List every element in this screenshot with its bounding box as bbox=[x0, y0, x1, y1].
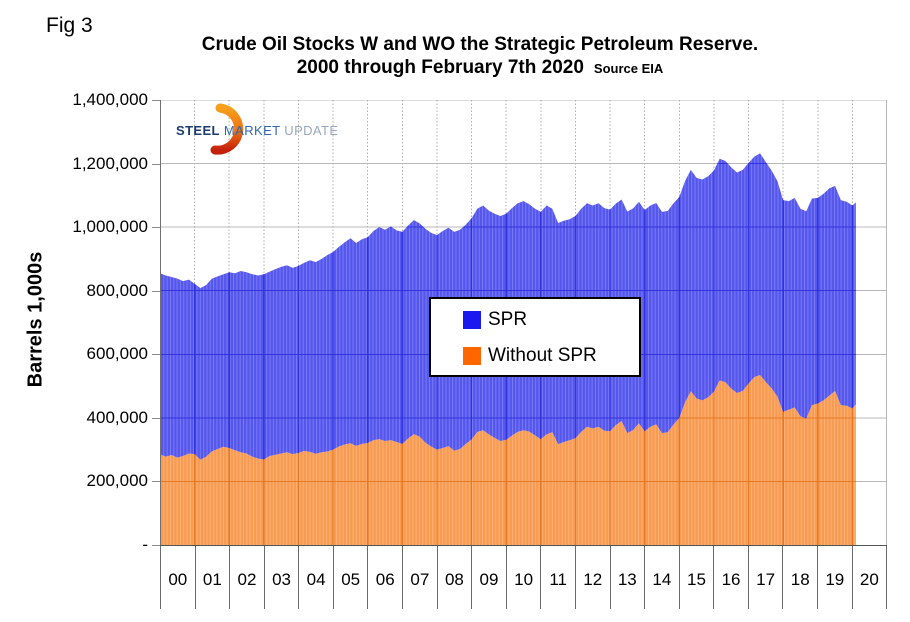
x-tick-label: 17 bbox=[747, 546, 783, 609]
x-tick-label: 06 bbox=[367, 546, 402, 609]
y-tick-label: 400,000 bbox=[86, 408, 148, 427]
legend-item-without-spr: Without SPR bbox=[463, 345, 597, 366]
x-tick-label: 18 bbox=[782, 546, 817, 609]
legend-label-spr: SPR bbox=[488, 309, 528, 330]
y-tick-label: 800,000 bbox=[86, 281, 148, 300]
y-tick-mark bbox=[152, 481, 160, 482]
figure-number: Fig 3 bbox=[46, 14, 93, 37]
chart-title-line2: 2000 through February 7th 2020 Source EIA bbox=[105, 56, 855, 80]
y-tick-label: 1,000,000 bbox=[72, 217, 148, 236]
y-tick-mark bbox=[152, 100, 160, 101]
legend-item-spr: SPR bbox=[463, 309, 528, 330]
legend-label-without-spr: Without SPR bbox=[488, 345, 597, 366]
logo-word-market: MARKET bbox=[223, 123, 281, 138]
y-axis-title: Barrels 1,000s bbox=[24, 251, 47, 388]
x-tick-label: 01 bbox=[194, 546, 230, 609]
x-tick-label: 11 bbox=[540, 546, 575, 609]
x-tick-label: 14 bbox=[644, 546, 679, 609]
y-tick-label: 600,000 bbox=[86, 344, 148, 363]
x-tick-label: 04 bbox=[298, 546, 333, 609]
x-tick-label: 02 bbox=[229, 546, 264, 609]
chart-subtitle: 2000 through February 7th 2020 bbox=[296, 57, 584, 78]
y-tick-mark bbox=[152, 227, 160, 228]
x-tick-label: 10 bbox=[505, 546, 541, 609]
x-tick-label: 08 bbox=[436, 546, 472, 609]
y-tick-mark bbox=[152, 418, 160, 419]
logo-text: STEEL MARKET UPDATE bbox=[176, 123, 338, 138]
x-tick-label: 15 bbox=[678, 546, 714, 609]
x-tick-label: 09 bbox=[471, 546, 506, 609]
stacked-area-plot bbox=[160, 100, 887, 545]
x-tick-label: 00 bbox=[160, 546, 195, 609]
chart-title-line1: Crude Oil Stocks W and WO the Strategic … bbox=[201, 34, 759, 55]
x-tick-label: 12 bbox=[574, 546, 610, 609]
source-note: Source EIA bbox=[593, 61, 664, 76]
legend-swatch-without-spr bbox=[463, 347, 481, 365]
x-axis: 00 01 02 03 04 05 06 07 08 09 10 11 12 1… bbox=[160, 545, 888, 609]
logo-word-steel: STEEL bbox=[176, 123, 220, 138]
y-tick-label: 200,000 bbox=[86, 471, 148, 490]
x-tick-label: 03 bbox=[263, 546, 299, 609]
logo-word-update: UPDATE bbox=[284, 123, 339, 138]
y-tick-mark bbox=[152, 545, 160, 546]
y-tick-mark bbox=[152, 291, 160, 292]
y-tick-mark bbox=[152, 354, 160, 355]
legend: SPR Without SPR bbox=[429, 297, 641, 377]
x-tick-label: 19 bbox=[816, 546, 852, 609]
x-tick-label: 20 bbox=[851, 546, 888, 609]
legend-swatch-spr bbox=[463, 311, 481, 329]
logo-crescent-icon bbox=[210, 103, 244, 155]
y-tick-mark bbox=[152, 164, 160, 165]
x-tick-label: 05 bbox=[332, 546, 368, 609]
x-tick-label: 13 bbox=[609, 546, 645, 609]
x-tick-label: 07 bbox=[402, 546, 437, 609]
y-tick-label: - bbox=[142, 535, 148, 554]
x-tick-label: 16 bbox=[713, 546, 748, 609]
steel-market-update-logo: STEEL MARKET UPDATE bbox=[176, 101, 366, 159]
y-tick-label: 1,400,000 bbox=[72, 90, 148, 109]
y-tick-label: 1,200,000 bbox=[72, 154, 148, 173]
chart-title: Crude Oil Stocks W and WO the Strategic … bbox=[105, 33, 855, 80]
